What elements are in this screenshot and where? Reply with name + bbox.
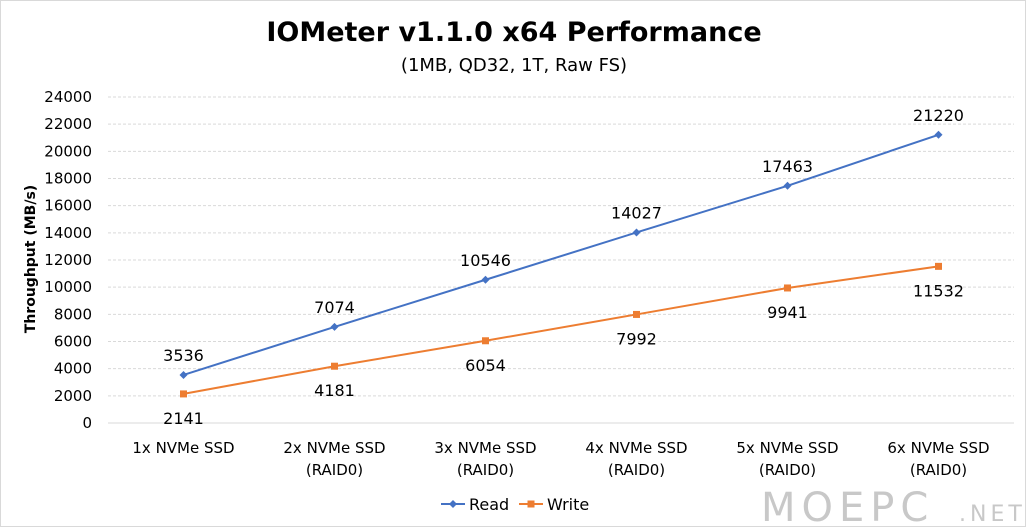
data-label: 14027 <box>611 203 662 222</box>
data-label: 2141 <box>163 409 204 428</box>
y-tick-label: 18000 <box>44 170 92 188</box>
data-point <box>482 337 489 345</box>
x-tick-label: 4x NVMe SSD <box>585 439 687 457</box>
y-tick-label: 6000 <box>54 333 92 351</box>
y-tick-label: 10000 <box>44 278 92 296</box>
legend-label: Read <box>469 495 509 514</box>
data-point <box>632 228 641 237</box>
watermark-logo: MOEPC .NET <box>761 485 1026 528</box>
y-tick-label: 8000 <box>54 305 92 323</box>
y-axis-label: Throughput (MB/s) <box>23 185 39 333</box>
watermark-main: MOEPC <box>761 485 934 528</box>
x-tick-labels: 1x NVMe SSD 2x NVMe SSD (RAID0) 3x NVMe SSD… <box>132 439 989 479</box>
x-tick-label: (RAID0) <box>457 461 514 479</box>
y-tick-label: 16000 <box>44 197 92 215</box>
y-tick-label: 24000 <box>44 88 92 106</box>
data-point <box>783 181 792 190</box>
legend-marker <box>449 500 457 508</box>
x-tick-label: (RAID0) <box>306 461 363 479</box>
y-tick-label: 0 <box>82 414 92 432</box>
legend: Read Write <box>441 495 589 514</box>
gridlines <box>108 96 1014 424</box>
y-tick-label: 14000 <box>44 224 92 242</box>
data-label: 17463 <box>762 157 813 176</box>
x-tick-label: 6x NVMe SSD <box>887 439 989 457</box>
y-tick-labels: 0 2000 4000 6000 8000 10000 12000 14000 16000 180… <box>44 88 92 432</box>
data-point <box>330 322 339 331</box>
data-label: 10546 <box>460 251 511 270</box>
data-label: 11532 <box>913 281 964 300</box>
chart-subtitle: (1MB, QD32, 1T, Raw FS) <box>401 55 627 76</box>
series-line <box>183 133 939 376</box>
series-read: 3536 7074 10546 14027 17463 21220 <box>163 106 964 379</box>
legend-marker <box>527 500 535 508</box>
data-point <box>934 130 943 139</box>
x-tick-label: 3x NVMe SSD <box>434 439 536 457</box>
data-label: 9941 <box>767 303 808 322</box>
x-tick-label: (RAID0) <box>608 461 665 479</box>
y-tick-label: 2000 <box>54 387 92 405</box>
data-label: 21220 <box>913 106 964 125</box>
data-point <box>180 390 187 398</box>
legend-item-write: Write <box>519 495 589 514</box>
watermark-suffix: .NET <box>959 502 1026 527</box>
data-point <box>633 310 640 318</box>
y-tick-label: 22000 <box>44 115 92 133</box>
series-line <box>183 265 939 395</box>
data-point <box>935 262 942 270</box>
data-label: 7992 <box>616 329 657 348</box>
x-tick-label: (RAID0) <box>759 461 816 479</box>
x-tick-label: (RAID0) <box>910 461 967 479</box>
y-tick-label: 20000 <box>44 142 92 160</box>
x-tick-label: 1x NVMe SSD <box>132 439 234 457</box>
series-layer: 3536 7074 10546 14027 17463 21220 2141 4181 6054… <box>163 106 964 428</box>
data-label: 6054 <box>465 356 506 375</box>
y-tick-label: 12000 <box>44 251 92 269</box>
data-point <box>481 275 490 284</box>
x-tick-label: 5x NVMe SSD <box>736 439 838 457</box>
data-point <box>331 362 338 370</box>
x-tick-label: 2x NVMe SSD <box>283 439 385 457</box>
data-label: 3536 <box>163 346 204 365</box>
series-write: 2141 4181 6054 7992 9941 11532 <box>163 262 964 428</box>
legend-item-read: Read <box>441 495 509 514</box>
data-point <box>784 284 791 292</box>
data-label: 7074 <box>314 298 355 317</box>
data-point <box>179 370 188 379</box>
data-label: 4181 <box>314 381 355 400</box>
y-tick-label: 4000 <box>54 360 92 378</box>
chart-title: IOMeter v1.1.0 x64 Performance <box>266 17 761 48</box>
legend-label: Write <box>547 495 589 514</box>
